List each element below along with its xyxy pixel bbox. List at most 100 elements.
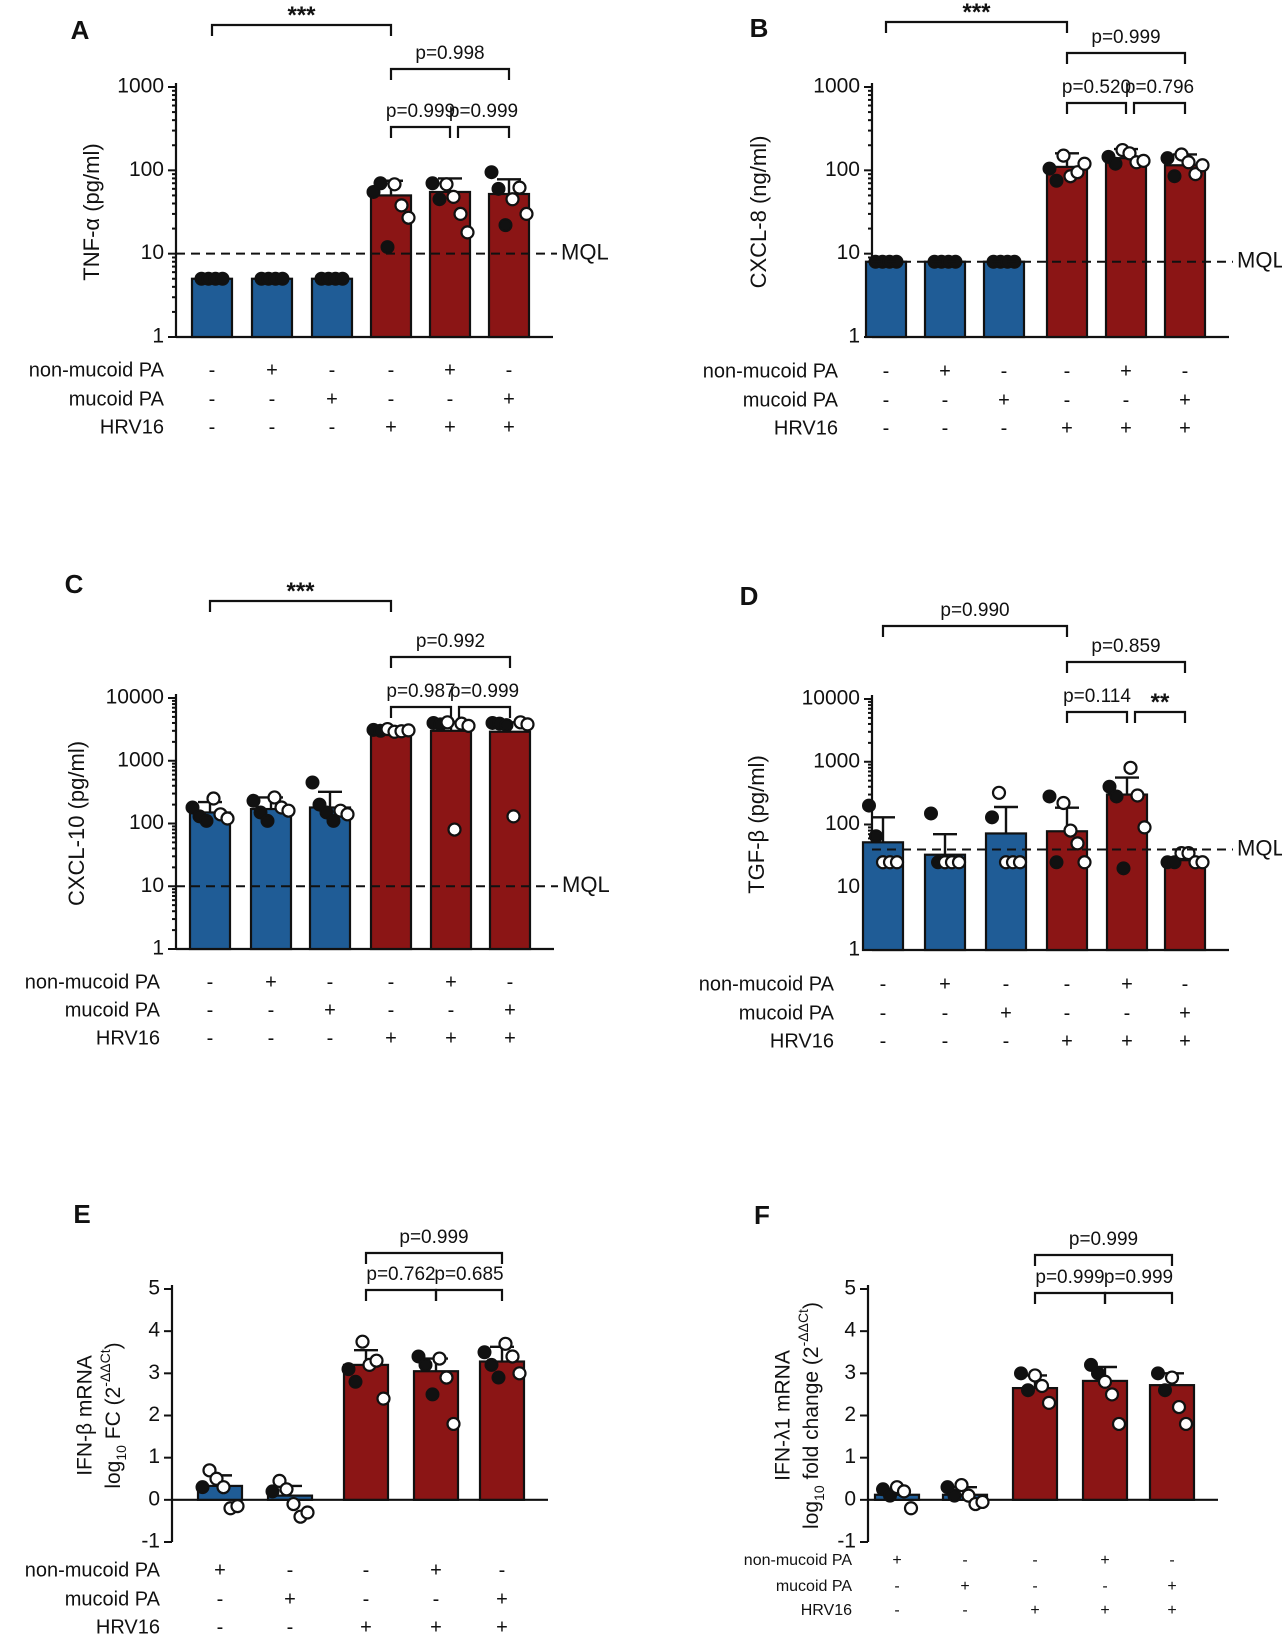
y-tick-label: 10 (837, 875, 860, 898)
data-point-open (216, 1480, 231, 1495)
condition-symbol: - (363, 1588, 370, 1610)
significance-stars: ** (1151, 689, 1170, 716)
condition-symbol: - (388, 388, 395, 410)
data-point-open (453, 206, 468, 222)
data-point-filled (1160, 151, 1175, 166)
condition-row-label: non-mucoid PA (25, 971, 161, 993)
condition-symbol: - (1064, 973, 1071, 995)
bar (864, 260, 908, 339)
condition-symbol: - (1169, 1552, 1174, 1569)
y-tick-label: 100 (129, 811, 164, 834)
y-tick-label: 1000 (813, 749, 860, 772)
condition-symbol: + (892, 1552, 901, 1569)
data-point-filled (432, 192, 447, 207)
condition-symbol: - (880, 1002, 887, 1024)
data-point-open (1188, 167, 1203, 182)
data-point-filled (1108, 156, 1123, 171)
y-tick-label: 10 (837, 241, 860, 264)
data-point-open (432, 1351, 447, 1366)
p-value-label: p=0.114 (1063, 686, 1131, 707)
p-value-label: p=0.999 (1104, 1267, 1173, 1288)
significance-stars: *** (286, 578, 315, 605)
y-axis-label-line: IFN-β mRNA (74, 1355, 97, 1476)
data-point-open (281, 803, 296, 818)
data-point-filled (326, 813, 341, 828)
bar (1163, 859, 1207, 952)
comparison-bracket (1033, 1253, 1174, 1266)
condition-symbol: - (327, 1027, 334, 1049)
condition-symbol: - (388, 971, 395, 993)
data-point-open (446, 1416, 461, 1432)
p-value-label: p=0.999 (1035, 1267, 1104, 1288)
condition-symbol: + (1121, 973, 1133, 995)
condition-symbol: - (883, 360, 890, 382)
data-point-open (1130, 788, 1145, 803)
condition-symbol: - (883, 417, 890, 439)
mql-label: MQL (1237, 248, 1282, 273)
comparison-bracket (389, 125, 452, 138)
data-point-open (1097, 1374, 1113, 1389)
condition-symbol: - (1102, 1578, 1107, 1595)
comparison-bracket (208, 599, 393, 612)
condition-symbol: - (207, 999, 214, 1021)
data-point-open (279, 1482, 294, 1497)
condition-symbol: - (329, 416, 336, 438)
condition-symbol: + (284, 1588, 296, 1610)
bar (1045, 165, 1089, 339)
y-tick-label: 1 (148, 1445, 160, 1468)
data-point-open (1195, 158, 1210, 173)
condition-symbol: - (880, 1030, 887, 1052)
data-point-open (376, 1391, 391, 1406)
data-point-filled (1167, 855, 1182, 870)
panel-b: B 1 10 100 1000 CXCL-8 (ng/ml) MQL *** p=0.999 p=… (703, 0, 1282, 439)
bar (412, 1370, 460, 1501)
p-value-label: p=0.990 (940, 600, 1009, 621)
condition-symbol: + (1179, 1002, 1191, 1024)
y-tick-label: 1 (848, 325, 860, 348)
y-axis-label: TGF-β (pg/ml) (744, 755, 769, 894)
comparison-bracket (1065, 710, 1129, 723)
condition-symbol: - (1003, 1030, 1010, 1052)
condition-symbol: + (1179, 1030, 1191, 1052)
p-value-label: p=0.685 (434, 1264, 503, 1285)
condition-symbol: + (503, 416, 515, 438)
data-point-open (1056, 795, 1071, 811)
condition-symbol: - (1124, 1002, 1131, 1024)
y-tick-label: 1000 (117, 748, 164, 771)
data-point-filled (862, 798, 876, 813)
condition-symbol: - (433, 1588, 440, 1610)
data-point-filled (305, 775, 320, 790)
bar (1105, 793, 1149, 952)
y-tick-label: 1 (152, 325, 164, 348)
condition-row-label: non-mucoid PA (699, 973, 835, 995)
data-point-filled (199, 813, 214, 828)
condition-symbol: - (1182, 973, 1189, 995)
y-tick-label: 1000 (117, 75, 164, 98)
y-tick-label: 1 (152, 937, 164, 960)
p-value-label: p=0.999 (1069, 1229, 1138, 1250)
data-point-open (1077, 156, 1092, 171)
panel-letter: A (71, 15, 90, 45)
data-point-open (1195, 855, 1210, 870)
data-point-filled (1116, 861, 1131, 876)
condition-symbol: + (496, 1616, 508, 1638)
y-tick-label: 100 (825, 812, 860, 835)
bar (1045, 830, 1089, 952)
data-point-open (230, 1499, 245, 1514)
data-point-filled (185, 800, 200, 815)
data-point-open (1034, 1378, 1050, 1394)
y-tick-label: 4 (844, 1319, 856, 1342)
condition-symbol: - (268, 1027, 275, 1049)
comparison-bracket (210, 23, 393, 36)
data-point-open (896, 1484, 912, 1499)
bar (1148, 1384, 1196, 1501)
y-tick-label: 1000 (813, 75, 860, 98)
p-value-label: p=0.999 (386, 101, 455, 122)
condition-row-label: mucoid PA (739, 1002, 835, 1024)
bar (250, 277, 294, 339)
y-tick-label: 5 (844, 1277, 856, 1300)
comparison-bracket (1133, 710, 1187, 723)
condition-symbol: - (1123, 389, 1130, 411)
bar (488, 730, 532, 951)
